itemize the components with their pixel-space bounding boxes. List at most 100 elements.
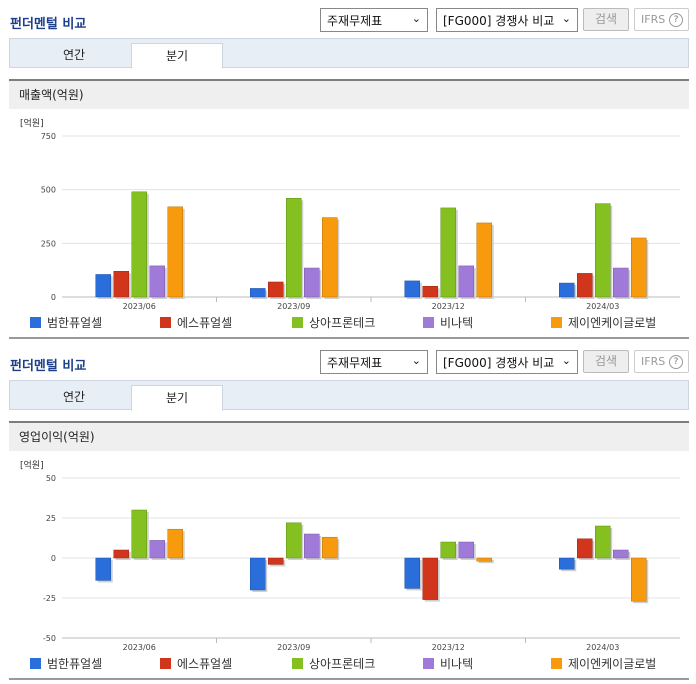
statement-select-value: 주재무제표 [327,14,383,28]
bar[interactable] [458,541,474,559]
bar[interactable] [422,286,438,298]
tab-annual[interactable]: 연간 [62,48,86,62]
legend-item[interactable]: 에스퓨얼셀 [160,655,232,672]
bar[interactable] [304,533,320,559]
legend-item[interactable]: 제이엔케이글로벌 [551,655,656,672]
y-tick-label: 25 [46,514,56,523]
legend-swatch [160,317,171,328]
legend-item[interactable]: 상아프론테크 [292,655,375,672]
y-tick-label: 0 [51,293,56,302]
search-button[interactable]: 검색 [583,8,629,31]
statement-select[interactable]: 주재무제표 ⌄ [320,350,428,374]
bar[interactable] [559,282,575,298]
bar[interactable] [631,237,647,298]
legend-label: 에스퓨얼셀 [177,657,233,671]
panel-title: 펀더멘털 비교 [10,359,87,374]
legend-item[interactable]: 범한퓨얼셀 [30,314,102,331]
panel-header: 펀더멘털 비교 주재무제표 ⌄ [FG000] 경쟁사 비교 ⌄ 검색 IFRS… [0,342,696,380]
bar[interactable] [167,206,183,298]
statement-select[interactable]: 주재무제표 ⌄ [320,8,428,32]
bar[interactable] [167,528,183,559]
bar[interactable] [595,525,611,559]
compare-select-value: [FG000] 경쟁사 비교 [443,356,555,370]
legend-swatch [30,317,41,328]
legend-label: 비나텍 [440,657,474,671]
bar[interactable] [322,536,338,559]
tab-quarterly[interactable]: 분기 [131,385,223,411]
bar[interactable] [422,557,438,600]
bar[interactable] [286,198,302,298]
legend-swatch [551,658,562,669]
bar[interactable] [113,549,129,559]
help-icon[interactable]: ? [669,355,683,369]
legend-swatch [551,317,562,328]
legend-label: 에스퓨얼셀 [177,316,233,330]
ifrs-button[interactable]: IFRS ? [634,8,689,31]
compare-select[interactable]: [FG000] 경쟁사 비교 ⌄ [436,350,578,374]
bar[interactable] [631,557,647,602]
bar[interactable] [440,541,456,559]
bar[interactable] [250,557,266,591]
sales-bar-chart: [억원] 0 250 500 750 2023/06 2023/09 2023/12 2024/… [20,117,680,311]
bar[interactable] [113,270,129,298]
legend-label: 상아프론테크 [309,316,376,330]
period-tabs: 연간 분기 [9,380,689,411]
bar[interactable] [250,288,266,298]
section-title: 매출액(억원) [9,79,689,109]
chevron-down-icon: ⌄ [561,12,571,25]
bar[interactable] [131,191,147,298]
legend-swatch [423,658,434,669]
y-tick-label: 500 [41,186,56,195]
section-title: 영업이익(억원) [9,421,689,451]
bar[interactable] [577,273,593,298]
bar[interactable] [458,265,474,298]
y-tick-label: 0 [51,554,56,563]
y-tick-label: 250 [41,239,56,248]
ifrs-button[interactable]: IFRS ? [634,350,689,373]
help-icon[interactable]: ? [669,13,683,27]
panel-title: 펀더멘털 비교 [10,17,87,32]
bar[interactable] [476,557,492,562]
tab-quarterly[interactable]: 분기 [131,43,223,69]
legend-item[interactable]: 제이엔케이글로벌 [551,314,656,331]
bar[interactable] [476,222,492,298]
bar[interactable] [95,557,111,581]
legend-item[interactable]: 범한퓨얼셀 [30,655,102,672]
legend-label: 범한퓨얼셀 [47,316,103,330]
y-tick-label: 50 [46,474,56,483]
search-button[interactable]: 검색 [583,350,629,373]
legend-label: 범한퓨얼셀 [47,657,103,671]
bar[interactable] [95,274,111,298]
y-tick-label: 750 [41,132,56,141]
x-tick-label: 2023/09 [277,643,310,652]
bar[interactable] [286,522,302,559]
bar[interactable] [322,217,338,298]
compare-select[interactable]: [FG000] 경쟁사 비교 ⌄ [436,8,578,32]
bar[interactable] [268,281,284,298]
bar[interactable] [613,267,629,298]
period-tabs: 연간 분기 [9,38,689,69]
bar[interactable] [577,538,593,559]
legend-swatch [30,658,41,669]
tab-annual[interactable]: 연간 [62,390,86,404]
bar[interactable] [304,267,320,298]
bar[interactable] [404,280,420,298]
legend-swatch [423,317,434,328]
bar[interactable] [149,265,165,298]
bar[interactable] [404,557,420,589]
bar[interactable] [268,557,284,565]
bar[interactable] [613,549,629,559]
bar[interactable] [559,557,575,570]
legend-item[interactable]: 상아프론테크 [292,314,375,331]
x-tick-label: 2023/09 [277,302,310,311]
compare-select-value: [FG000] 경쟁사 비교 [443,14,555,28]
x-tick-label: 2023/12 [432,302,465,311]
legend-item[interactable]: 비나텍 [423,314,473,331]
legend-item[interactable]: 비나텍 [423,655,473,672]
legend-item[interactable]: 에스퓨얼셀 [160,314,232,331]
bar[interactable] [131,509,147,559]
bar[interactable] [440,207,456,298]
bar[interactable] [595,203,611,298]
bar[interactable] [149,540,165,559]
y-tick-label: -25 [43,594,56,603]
